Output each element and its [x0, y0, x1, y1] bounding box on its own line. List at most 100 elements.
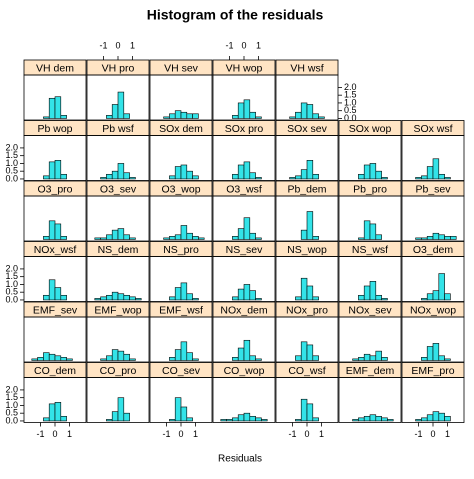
- y-tick-label: 1.0: [5, 279, 18, 289]
- histogram-bar: [249, 232, 256, 240]
- histogram-bar: [180, 406, 188, 422]
- histogram-bar: [300, 341, 308, 361]
- x-tick-label: -1: [414, 429, 422, 439]
- histogram-bar: [375, 234, 382, 240]
- histogram-bar: [192, 175, 199, 180]
- histogram-bar: [237, 414, 245, 422]
- histogram-bar: [432, 158, 440, 180]
- x-tick-label: -1: [36, 429, 44, 439]
- histogram-bar: [249, 290, 256, 301]
- panel-frame: [275, 316, 339, 363]
- panel-label: NS_sev: [226, 244, 264, 256]
- histogram-bar: [358, 237, 365, 240]
- histogram-bar: [48, 279, 56, 301]
- panel-label: CO_dem: [34, 365, 76, 377]
- y-tick-label: 2.0: [5, 142, 18, 152]
- panel-label: CO_pro: [100, 365, 137, 377]
- histogram-bar: [352, 419, 359, 422]
- histogram-bar: [363, 415, 371, 422]
- histogram-bar: [192, 113, 199, 119]
- y-tick-label: 0.5: [5, 287, 18, 297]
- panel-label: VH sev: [164, 62, 199, 74]
- histogram-bar: [426, 293, 434, 301]
- histogram-bar: [123, 294, 130, 301]
- histogram-bar: [421, 298, 428, 301]
- histogram-bar: [48, 220, 56, 240]
- histogram-bar: [300, 229, 308, 240]
- x-tick-label: 1: [130, 40, 135, 50]
- histogram-bar: [432, 290, 440, 301]
- histogram-bar: [220, 419, 227, 422]
- panel-frame: [212, 195, 276, 242]
- histogram-bar: [369, 163, 377, 180]
- histogram-bar: [352, 358, 359, 361]
- panel-label: O3_sev: [100, 183, 137, 195]
- panel-label: NS_wop: [287, 244, 327, 256]
- histogram-bar: [43, 352, 50, 361]
- panel-label: NOx_sev: [348, 304, 392, 316]
- y-tick-label: 0.5: [5, 166, 18, 176]
- histogram-bar: [232, 236, 239, 240]
- panel-label: SOx sev: [287, 123, 327, 135]
- panel-label: VH wsf: [290, 62, 323, 74]
- histogram-bar: [192, 358, 199, 361]
- histogram-bar: [123, 353, 130, 361]
- histogram-bar: [117, 91, 125, 119]
- histogram-bar: [255, 116, 262, 119]
- histogram-bar: [54, 287, 62, 301]
- panel-label: NOx_wop: [410, 304, 456, 316]
- x-tick-label: 0: [178, 429, 183, 439]
- histogram-bar: [358, 357, 365, 361]
- histogram-bar: [186, 232, 193, 240]
- histogram-bar: [106, 355, 113, 361]
- histogram-bar: [249, 172, 256, 180]
- histogram-bar: [358, 417, 365, 422]
- y-tick-label: 2.0: [344, 82, 357, 92]
- panel-label: Pb_pro: [353, 183, 387, 195]
- histogram-bar: [43, 236, 50, 240]
- histogram-bar: [48, 161, 56, 180]
- histogram-bar: [249, 415, 256, 422]
- histogram-bar: [100, 177, 107, 180]
- panel-label: VH pro: [102, 62, 135, 74]
- y-tick-label: 1.0: [344, 97, 357, 107]
- panel-label: O3_wop: [161, 183, 200, 195]
- y-tick-label: 1.5: [5, 271, 18, 281]
- histogram-bar: [232, 115, 239, 119]
- histogram-bar: [106, 294, 113, 301]
- histogram-bar: [438, 355, 445, 361]
- histogram-bar: [117, 293, 125, 301]
- histogram-bar: [375, 350, 382, 361]
- panel-frame: [149, 316, 213, 363]
- histogram-bar: [180, 282, 188, 301]
- x-tick-label: 0: [241, 40, 246, 50]
- histogram-bar: [60, 173, 67, 180]
- histogram-bar: [243, 99, 251, 119]
- histogram-bar: [180, 341, 188, 361]
- histogram-bar: [60, 236, 67, 240]
- histogram-bar: [111, 104, 119, 119]
- panel-frame: [338, 256, 402, 302]
- histogram-bar: [169, 236, 176, 240]
- histogram-bar: [255, 358, 262, 361]
- histogram-bar: [381, 357, 388, 361]
- histogram-bar: [43, 175, 50, 180]
- histogram-bar: [232, 417, 239, 422]
- histogram-bar: [426, 414, 434, 422]
- histogram-bar: [261, 419, 268, 422]
- histogram-bar: [363, 220, 371, 240]
- panel-frame: [23, 135, 87, 181]
- panel-frame: [401, 316, 465, 363]
- histogram-bar: [421, 417, 428, 422]
- histogram-bar: [180, 111, 188, 119]
- x-tick-label: 1: [256, 40, 261, 50]
- x-tick-label: -1: [225, 40, 233, 50]
- y-tick-label: 0.0: [5, 415, 18, 425]
- y-tick-label: 1.0: [5, 400, 18, 410]
- y-tick-label: 0.0: [5, 173, 18, 183]
- x-axis-label: Residuals: [218, 454, 262, 465]
- histogram-bar: [438, 234, 445, 240]
- histogram-bar: [94, 298, 101, 301]
- panel-frame: [212, 74, 276, 121]
